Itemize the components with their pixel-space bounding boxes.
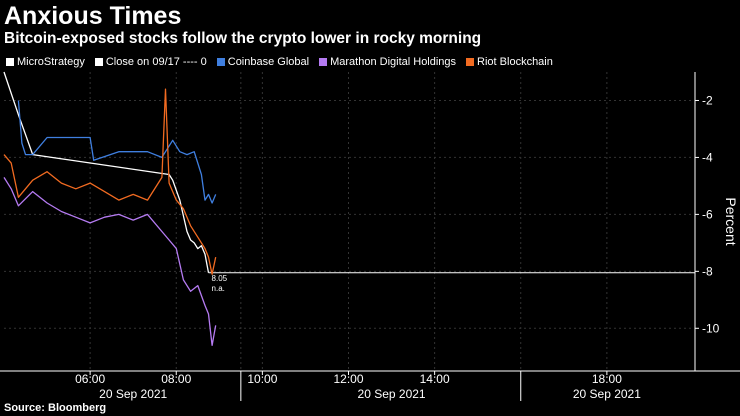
legend-label: Coinbase Global — [227, 56, 310, 68]
x-date-label: 20 Sep 2021 — [99, 387, 167, 401]
series-line — [17, 100, 217, 204]
legend-label: Close on 09/17 ---- 0 — [105, 56, 207, 68]
series-line — [3, 177, 217, 347]
y-axis-title: Percent — [723, 197, 739, 245]
legend-label: Riot Blockchain — [477, 56, 553, 68]
series-line — [3, 71, 210, 273]
x-tick-label: 10:00 — [247, 372, 277, 386]
legend-swatch — [466, 58, 475, 66]
annotation-label: 8.05 — [212, 274, 228, 283]
y-tick-label: -8 — [702, 264, 713, 278]
x-date-label: 20 Sep 2021 — [573, 387, 641, 401]
legend-swatch — [216, 58, 225, 66]
chart-subtitle: Bitcoin-exposed stocks follow the crypto… — [4, 30, 482, 47]
legend-item-marathon: Marathon Digital Holdings — [319, 55, 456, 69]
x-tick-label: 14:00 — [420, 372, 450, 386]
legend-item-coinbase: Coinbase Global — [216, 55, 310, 69]
legend-label: MicroStrategy — [17, 56, 85, 68]
source-note: Source: Bloomberg — [4, 402, 107, 414]
x-tick-label: 12:00 — [333, 372, 363, 386]
legend-swatch — [94, 58, 103, 66]
legend-item-microstrategy: MicroStrategy — [6, 55, 85, 69]
legend-label: Marathon Digital Holdings — [330, 56, 457, 68]
legend-swatch — [319, 58, 328, 66]
series-line — [3, 88, 217, 275]
y-tick-label: -6 — [702, 207, 713, 221]
x-tick-label: 08:00 — [161, 372, 191, 386]
y-tick-label: -2 — [702, 93, 713, 107]
legend-swatch — [6, 58, 14, 66]
x-tick-label: 06:00 — [75, 372, 105, 386]
legend-item-close: Close on 09/17 ---- 0 — [94, 55, 207, 69]
y-tick-label: -10 — [702, 321, 720, 335]
x-tick-label: 18:00 — [592, 372, 622, 386]
legend-item-riot: Riot Blockchain — [466, 55, 553, 69]
chart-title: Anxious Times — [4, 2, 182, 30]
annotation-label: n.a. — [212, 284, 225, 293]
x-date-label: 20 Sep 2021 — [358, 387, 426, 401]
y-tick-label: -4 — [702, 150, 713, 164]
legend: MicroStrategy Close on 09/17 ---- 0 Coin… — [6, 55, 553, 69]
